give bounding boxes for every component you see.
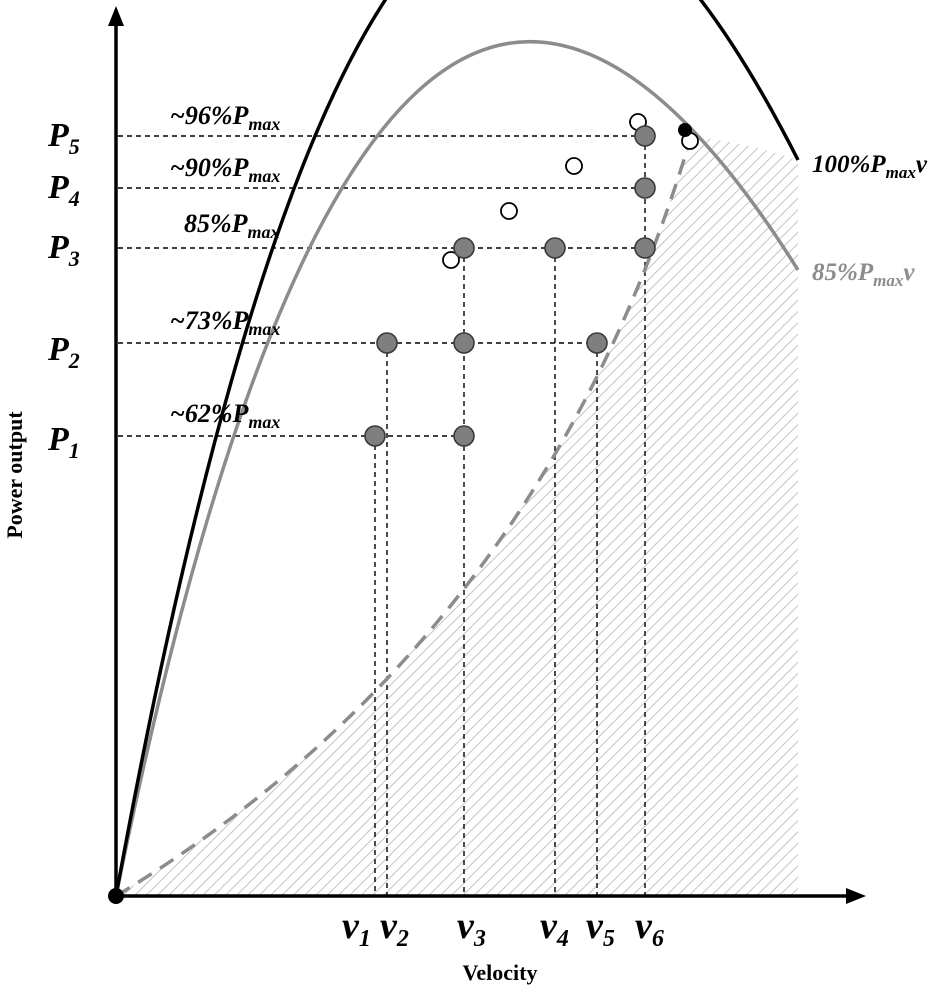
curve-100-percent xyxy=(114,0,800,897)
open-circle xyxy=(565,157,583,175)
open-circle xyxy=(500,202,518,220)
point-p3-v6 xyxy=(634,237,656,259)
curve-label-85: 85%Pmaxv xyxy=(812,259,915,290)
point-p1-v3 xyxy=(453,425,475,447)
open-circle xyxy=(442,251,460,269)
peak-point xyxy=(678,123,692,137)
point-p1-v1 xyxy=(364,425,386,447)
label-v6: v6 xyxy=(635,905,664,952)
point-p2-v2 xyxy=(376,332,398,354)
percent-label-62: ~62%Pmax xyxy=(170,399,280,432)
point-p2-v3 xyxy=(453,332,475,354)
curve-label-100: 100%Pmaxv xyxy=(812,151,928,182)
hatched-region xyxy=(116,136,798,896)
dashed-boundary-curve xyxy=(115,139,692,898)
y-axis-arrow xyxy=(108,6,124,26)
label-v5: v5 xyxy=(586,905,615,952)
point-p3-v3 xyxy=(453,237,475,259)
label-v1: v1 xyxy=(342,905,371,952)
percent-labels: ~96%Pmax ~90%Pmax 85%Pmax ~73%Pmax ~62%P… xyxy=(170,101,280,432)
label-p1: P1 xyxy=(47,421,80,463)
label-p2: P2 xyxy=(47,331,80,373)
label-p5: P5 xyxy=(47,117,80,159)
point-p3-v4 xyxy=(544,237,566,259)
x-axis-title: Velocity xyxy=(463,960,538,985)
x-axis-arrow xyxy=(846,888,866,904)
y-level-labels: P5 P4 P3 P2 P1 xyxy=(47,117,80,463)
label-p3: P3 xyxy=(47,229,80,271)
point-p5-v6 xyxy=(634,125,656,147)
percent-label-73: ~73%Pmax xyxy=(170,306,280,339)
percent-label-96: ~96%Pmax xyxy=(170,101,280,134)
measured-points xyxy=(364,125,656,447)
y-axis-title: Power output xyxy=(2,411,27,539)
point-p4-v6 xyxy=(634,177,656,199)
horizontal-guides xyxy=(118,135,645,437)
label-v2: v2 xyxy=(380,905,409,952)
label-v4: v4 xyxy=(540,905,569,952)
percent-label-85: 85%Pmax xyxy=(184,209,280,242)
curve-85-percent xyxy=(114,40,800,897)
x-level-labels: v1 v2 v3 v4 v5 v6 xyxy=(342,905,664,952)
label-p4: P4 xyxy=(47,169,80,211)
axes xyxy=(108,6,866,904)
point-p2-v5 xyxy=(586,332,608,354)
label-v3: v3 xyxy=(457,905,486,952)
origin-point xyxy=(108,888,124,904)
vertical-guides xyxy=(374,136,646,896)
percent-label-90: ~90%Pmax xyxy=(170,153,280,186)
